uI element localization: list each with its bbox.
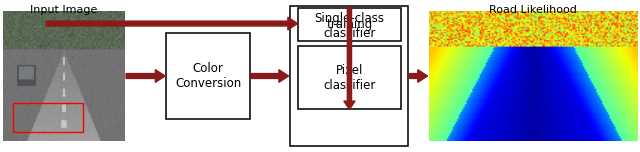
FancyBboxPatch shape (166, 33, 250, 119)
Bar (13, 103, 83, 131)
FancyArrowPatch shape (126, 70, 165, 82)
Text: Road Likelihood: Road Likelihood (489, 5, 577, 15)
FancyArrowPatch shape (344, 8, 355, 109)
FancyArrowPatch shape (410, 70, 428, 82)
Text: Color
Conversion: Color Conversion (175, 62, 241, 90)
FancyBboxPatch shape (298, 46, 401, 109)
Text: Input Image: Input Image (30, 5, 98, 15)
Text: training: training (326, 18, 372, 31)
FancyArrowPatch shape (46, 17, 298, 30)
FancyArrowPatch shape (251, 70, 289, 82)
Text: Pixel
classifier: Pixel classifier (323, 64, 376, 92)
Text: Single-class
classifier: Single-class classifier (314, 12, 384, 40)
FancyBboxPatch shape (298, 8, 401, 41)
FancyBboxPatch shape (290, 6, 408, 146)
